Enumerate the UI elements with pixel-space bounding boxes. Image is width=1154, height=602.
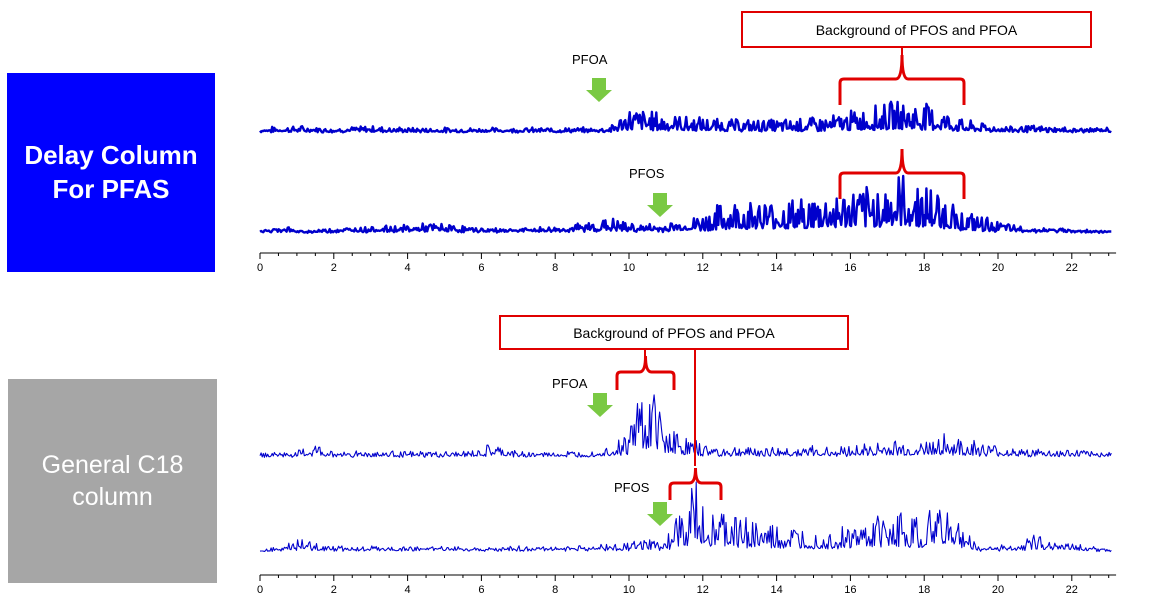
bottom-pfoa-arrow <box>587 393 613 417</box>
top-pfoa-arrow <box>586 78 612 102</box>
top-pfos-brace <box>838 148 966 199</box>
top-background-callout: Background of PFOS and PFOA <box>741 11 1092 48</box>
x-tick-label-1: 8 <box>552 262 558 274</box>
bottom-pfos-brace <box>668 467 723 500</box>
top-pfos-label: PFOS <box>629 166 665 181</box>
x-tick-label-1: 22 <box>1066 262 1078 274</box>
x-tick-label-1: 6 <box>478 262 484 274</box>
x-tick-label-2: 12 <box>697 584 709 596</box>
x-tick-label-1: 12 <box>697 262 709 274</box>
trace-pfoa-2 <box>259 394 1112 458</box>
trace-pfos-1 <box>259 174 1112 235</box>
x-tick-label-2: 14 <box>770 584 782 596</box>
x-tick-label-2: 20 <box>992 584 1004 596</box>
x-tick-label-2: 8 <box>552 584 558 596</box>
top-pfoa-brace <box>838 54 966 105</box>
x-tick-label-2: 2 <box>331 584 337 596</box>
x-tick-label-1: 14 <box>770 262 782 274</box>
x-tick-label-2: 16 <box>844 584 856 596</box>
x-tick-label-1: 18 <box>918 262 930 274</box>
x-tick-label-2: 4 <box>405 584 411 596</box>
x-tick-label-1: 10 <box>623 262 635 274</box>
x-tick-label-2: 6 <box>478 584 484 596</box>
x-tick-label-1: 2 <box>331 262 337 274</box>
x-tick-label-1: 4 <box>405 262 411 274</box>
x-tick-label-2: 22 <box>1066 584 1078 596</box>
x-tick-label-2: 10 <box>623 584 635 596</box>
delay-column-label: Delay Column For PFAS <box>7 73 215 272</box>
x-tick-label-1: 16 <box>844 262 856 274</box>
x-tick-label-2: 18 <box>918 584 930 596</box>
trace-pfoa-1 <box>259 100 1112 134</box>
x-tick-label-2: 0 <box>257 584 263 596</box>
top-pfoa-label: PFOA <box>572 52 608 67</box>
bottom-pfos-arrow <box>647 502 673 526</box>
top-pfos-arrow <box>647 193 673 217</box>
bottom-background-callout: Background of PFOS and PFOA <box>499 315 849 350</box>
bottom-pfoa-label: PFOA <box>552 376 588 391</box>
x-tick-label-1: 20 <box>992 262 1004 274</box>
x-tick-label-1: 0 <box>257 262 263 274</box>
trace-pfos-2 <box>259 481 1112 553</box>
bottom-pfos-label: PFOS <box>614 480 650 495</box>
c18-column-label: General C18 column <box>8 379 217 583</box>
